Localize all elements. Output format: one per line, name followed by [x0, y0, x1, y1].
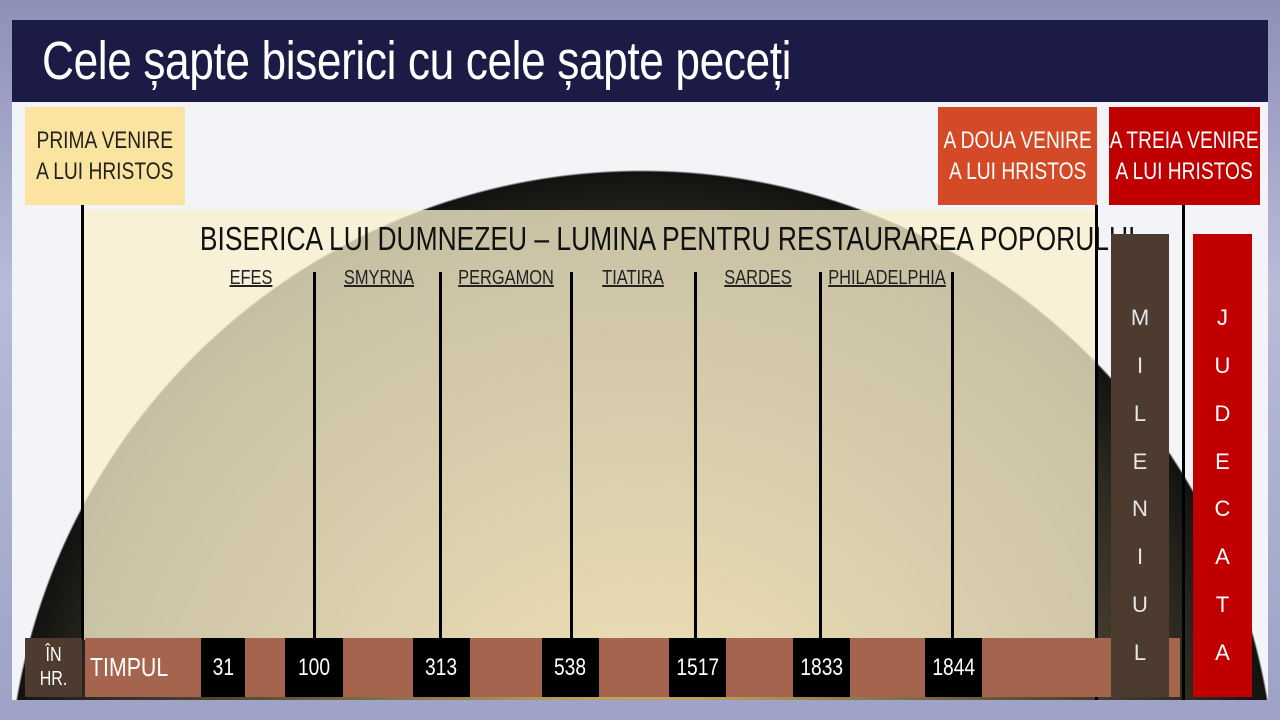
church-efes: EFES	[229, 267, 273, 289]
heading-text: BISERICA LUI DUMNEZEU – LUMINA PENTRU RE…	[199, 220, 1136, 257]
letter: L	[1133, 400, 1147, 426]
letter: I	[1136, 544, 1144, 570]
first-coming-line1: PRIMA VENIRE	[36, 127, 174, 154]
third-coming-box: A TREIA VENIRE A LUI HRISTOS	[1109, 107, 1260, 205]
letter: E	[1215, 448, 1230, 474]
year-label: 1844	[932, 653, 975, 681]
divider-line	[313, 272, 316, 640]
letter: C	[1214, 496, 1231, 522]
letter: L	[1133, 640, 1147, 666]
year-box: 31	[201, 638, 245, 697]
year-box: 1844	[925, 638, 982, 697]
divider-line	[1182, 205, 1185, 700]
divider-line	[819, 272, 822, 640]
letter: M	[1130, 304, 1150, 330]
year-label: 1833	[800, 653, 843, 681]
year-box: 100	[285, 638, 343, 697]
letter: D	[1214, 400, 1231, 426]
letter: T	[1215, 592, 1230, 618]
third-coming-line1: A TREIA VENIRE	[1109, 127, 1260, 154]
divider-line	[81, 205, 84, 640]
letter: J	[1217, 304, 1228, 330]
church-sardes: SARDES	[724, 267, 792, 289]
letter: A	[1215, 544, 1230, 570]
year-label: 1517	[676, 653, 719, 681]
first-coming-line2: A LUI HRISTOS	[36, 158, 174, 185]
church-era-panel	[83, 210, 1095, 640]
year-label: 31	[212, 653, 234, 681]
timeline-label: TIMPUL	[90, 652, 169, 682]
first-coming-box: PRIMA VENIRE A LUI HRISTOS	[25, 107, 185, 205]
divider-line	[951, 272, 954, 640]
letter: E	[1132, 448, 1148, 474]
era-line2: HR.	[39, 668, 68, 690]
church-smyrna: SMYRNA	[343, 267, 415, 289]
letter: I	[1136, 352, 1144, 378]
title-bar: Cele șapte biserici cu cele șapte peceți	[12, 20, 1268, 102]
divider-line	[694, 272, 697, 640]
slide-title: Cele șapte biserici cu cele șapte peceți	[42, 31, 792, 91]
divider-line	[1095, 205, 1098, 700]
second-coming-line2: A LUI HRISTOS	[948, 158, 1087, 185]
era-line1: ÎN	[45, 644, 62, 666]
year-label: 313	[425, 653, 458, 681]
divider-line	[439, 272, 442, 640]
church-tiatira: TIATIRA	[602, 267, 664, 289]
letter: U	[1214, 352, 1231, 378]
third-coming-line2: A LUI HRISTOS	[1115, 158, 1254, 185]
year-box: 1833	[793, 638, 850, 697]
year-label: 100	[297, 653, 331, 681]
church-philadelphia: PHILADELPHIA	[828, 267, 946, 289]
slide: Cele șapte biserici cu cele șapte peceți…	[12, 20, 1268, 700]
letter: N	[1132, 496, 1148, 522]
timeline-bar	[85, 638, 1180, 697]
year-box: 1517	[669, 638, 726, 697]
church-pergamon: PERGAMON	[458, 267, 554, 289]
letter: U	[1132, 592, 1148, 618]
era-label: ÎN HR.	[25, 638, 82, 697]
second-coming-line1: A DOUA VENIRE	[943, 127, 1092, 154]
year-label: 538	[554, 653, 587, 681]
year-box: 538	[542, 638, 599, 697]
letter: A	[1215, 640, 1230, 666]
divider-line	[570, 272, 573, 640]
heading: BISERICA LUI DUMNEZEU – LUMINA PENTRU RE…	[83, 220, 1135, 258]
second-coming-box: A DOUA VENIRE A LUI HRISTOS	[938, 107, 1097, 205]
year-box: 313	[413, 638, 470, 697]
